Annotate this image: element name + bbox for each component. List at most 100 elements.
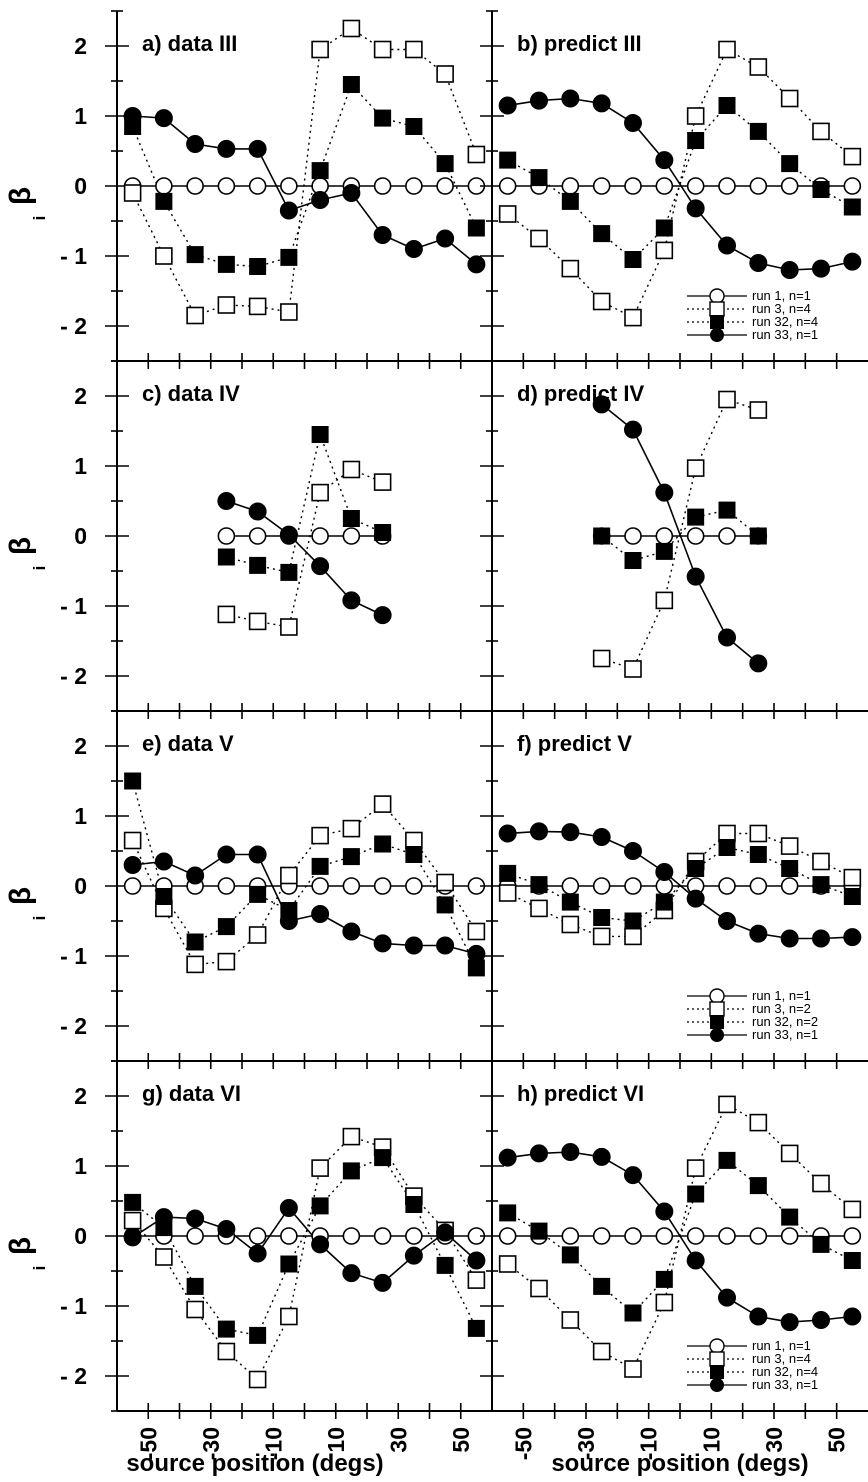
- data-point-filled-circle: [186, 135, 205, 153]
- data-point-open-square: [592, 1342, 611, 1361]
- data-point-open-circle: [248, 177, 267, 195]
- data-point-filled-square: [311, 426, 329, 443]
- data-point-open-square: [311, 483, 329, 502]
- y-tick-label: - 1: [60, 943, 87, 969]
- data-point-filled-circle: [436, 229, 455, 248]
- data-point-filled-circle: [843, 928, 862, 947]
- data-point-filled-square: [812, 181, 830, 198]
- data-point-filled-circle: [530, 1144, 548, 1163]
- series-line-filled-circle: [132, 115, 477, 266]
- data-point-open-square: [373, 795, 392, 813]
- data-point-filled-circle: [404, 936, 423, 955]
- data-point-filled-circle: [624, 420, 642, 439]
- data-point-open-square: [686, 459, 705, 477]
- data-point-filled-circle: [498, 824, 517, 843]
- data-point-filled-square: [812, 876, 830, 894]
- data-point-open-square: [812, 122, 830, 141]
- data-point-open-square: [342, 1127, 361, 1146]
- data-point-filled-circle: [248, 1244, 267, 1263]
- data-point-filled-square: [280, 248, 298, 266]
- data-point-filled-square: [718, 501, 736, 519]
- data-point-open-square: [530, 1279, 548, 1298]
- data-point-filled-circle: [186, 866, 205, 885]
- data-point-open-square: [561, 915, 580, 934]
- data-point-filled-circle: [436, 936, 455, 955]
- x-tick-label: -50: [135, 1427, 161, 1460]
- y-axis-label: β: [4, 187, 37, 205]
- x-tick-label: -30: [198, 1427, 224, 1460]
- data-point-filled-circle: [780, 261, 799, 279]
- data-point-filled-square: [593, 1277, 611, 1295]
- legend-label: run 3, n=4: [752, 301, 811, 316]
- legend-marker: [709, 1338, 725, 1354]
- data-point-filled-circle: [592, 94, 611, 113]
- data-point-open-circle: [123, 877, 142, 895]
- data-point-open-square: [342, 819, 361, 838]
- data-point-filled-square: [217, 1320, 235, 1338]
- data-point-filled-square: [217, 255, 235, 273]
- data-point-filled-circle: [342, 184, 361, 202]
- data-point-filled-square: [374, 109, 392, 127]
- data-point-filled-square: [749, 1177, 767, 1195]
- data-point-filled-square: [467, 1319, 485, 1337]
- data-point-open-square: [248, 926, 267, 944]
- y-axis-label-subscript: i: [30, 916, 49, 921]
- data-point-filled-circle: [311, 1235, 330, 1254]
- data-point-filled-square: [342, 510, 360, 527]
- data-point-filled-circle: [342, 591, 361, 610]
- data-point-filled-square: [655, 1270, 673, 1288]
- series-line-open-square: [132, 1135, 477, 1381]
- legend-marker: [710, 1378, 724, 1392]
- x-tick-label: -10: [636, 1427, 662, 1460]
- data-point-open-square: [655, 1293, 674, 1312]
- data-point-filled-circle: [373, 606, 392, 625]
- data-point-filled-circle: [154, 1208, 173, 1227]
- data-point-open-square: [186, 955, 204, 974]
- data-point-open-square: [592, 292, 611, 311]
- legend-marker: [709, 288, 725, 304]
- data-point-filled-square: [436, 1256, 454, 1274]
- data-point-filled-circle: [749, 924, 768, 943]
- data-point-filled-circle: [404, 240, 423, 258]
- data-point-filled-circle: [123, 1228, 142, 1247]
- legend-marker: [710, 1015, 724, 1029]
- series-line-filled-circle: [132, 1206, 477, 1284]
- data-point-filled-square: [749, 846, 767, 863]
- data-point-open-square: [843, 1200, 862, 1219]
- legend-label: run 1, n=1: [752, 288, 811, 303]
- panel-c: 2 1 0 - 1 - 2 β i c) data IV: [4, 360, 492, 719]
- data-point-filled-square: [499, 1204, 517, 1222]
- data-point-filled-circle: [279, 1199, 298, 1217]
- data-point-filled-circle: [279, 525, 298, 544]
- data-point-open-circle: [405, 177, 423, 195]
- y-axis-label: β: [4, 537, 37, 555]
- data-point-open-circle: [561, 1227, 580, 1245]
- data-point-filled-square: [718, 1151, 736, 1169]
- data-point-open-square: [843, 868, 862, 887]
- legend-label: run 33, n=1: [752, 1027, 818, 1042]
- data-point-filled-circle: [279, 201, 298, 220]
- legend-marker: [710, 1365, 724, 1379]
- data-point-open-circle: [186, 1227, 204, 1245]
- data-point-filled-square: [843, 198, 861, 216]
- data-point-open-circle: [498, 177, 517, 195]
- data-point-filled-circle: [373, 934, 392, 953]
- legend-marker: [709, 301, 725, 317]
- data-point-filled-circle: [373, 1273, 392, 1292]
- data-point-open-square: [530, 229, 548, 248]
- data-point-filled-circle: [498, 1148, 517, 1167]
- data-point-open-square: [186, 1300, 204, 1319]
- data-point-open-circle: [624, 877, 642, 895]
- data-point-filled-square: [311, 162, 329, 180]
- data-point-filled-circle: [686, 1251, 705, 1270]
- y-tick-label: - 2: [60, 313, 87, 339]
- data-point-open-square: [373, 40, 392, 59]
- data-point-open-square: [624, 308, 642, 327]
- x-tick-label: -50: [510, 1427, 536, 1460]
- data-point-open-circle: [624, 527, 642, 545]
- data-point-open-circle: [342, 1227, 361, 1245]
- y-tick-label: - 1: [60, 243, 87, 269]
- y-tick-label: 1: [74, 103, 87, 129]
